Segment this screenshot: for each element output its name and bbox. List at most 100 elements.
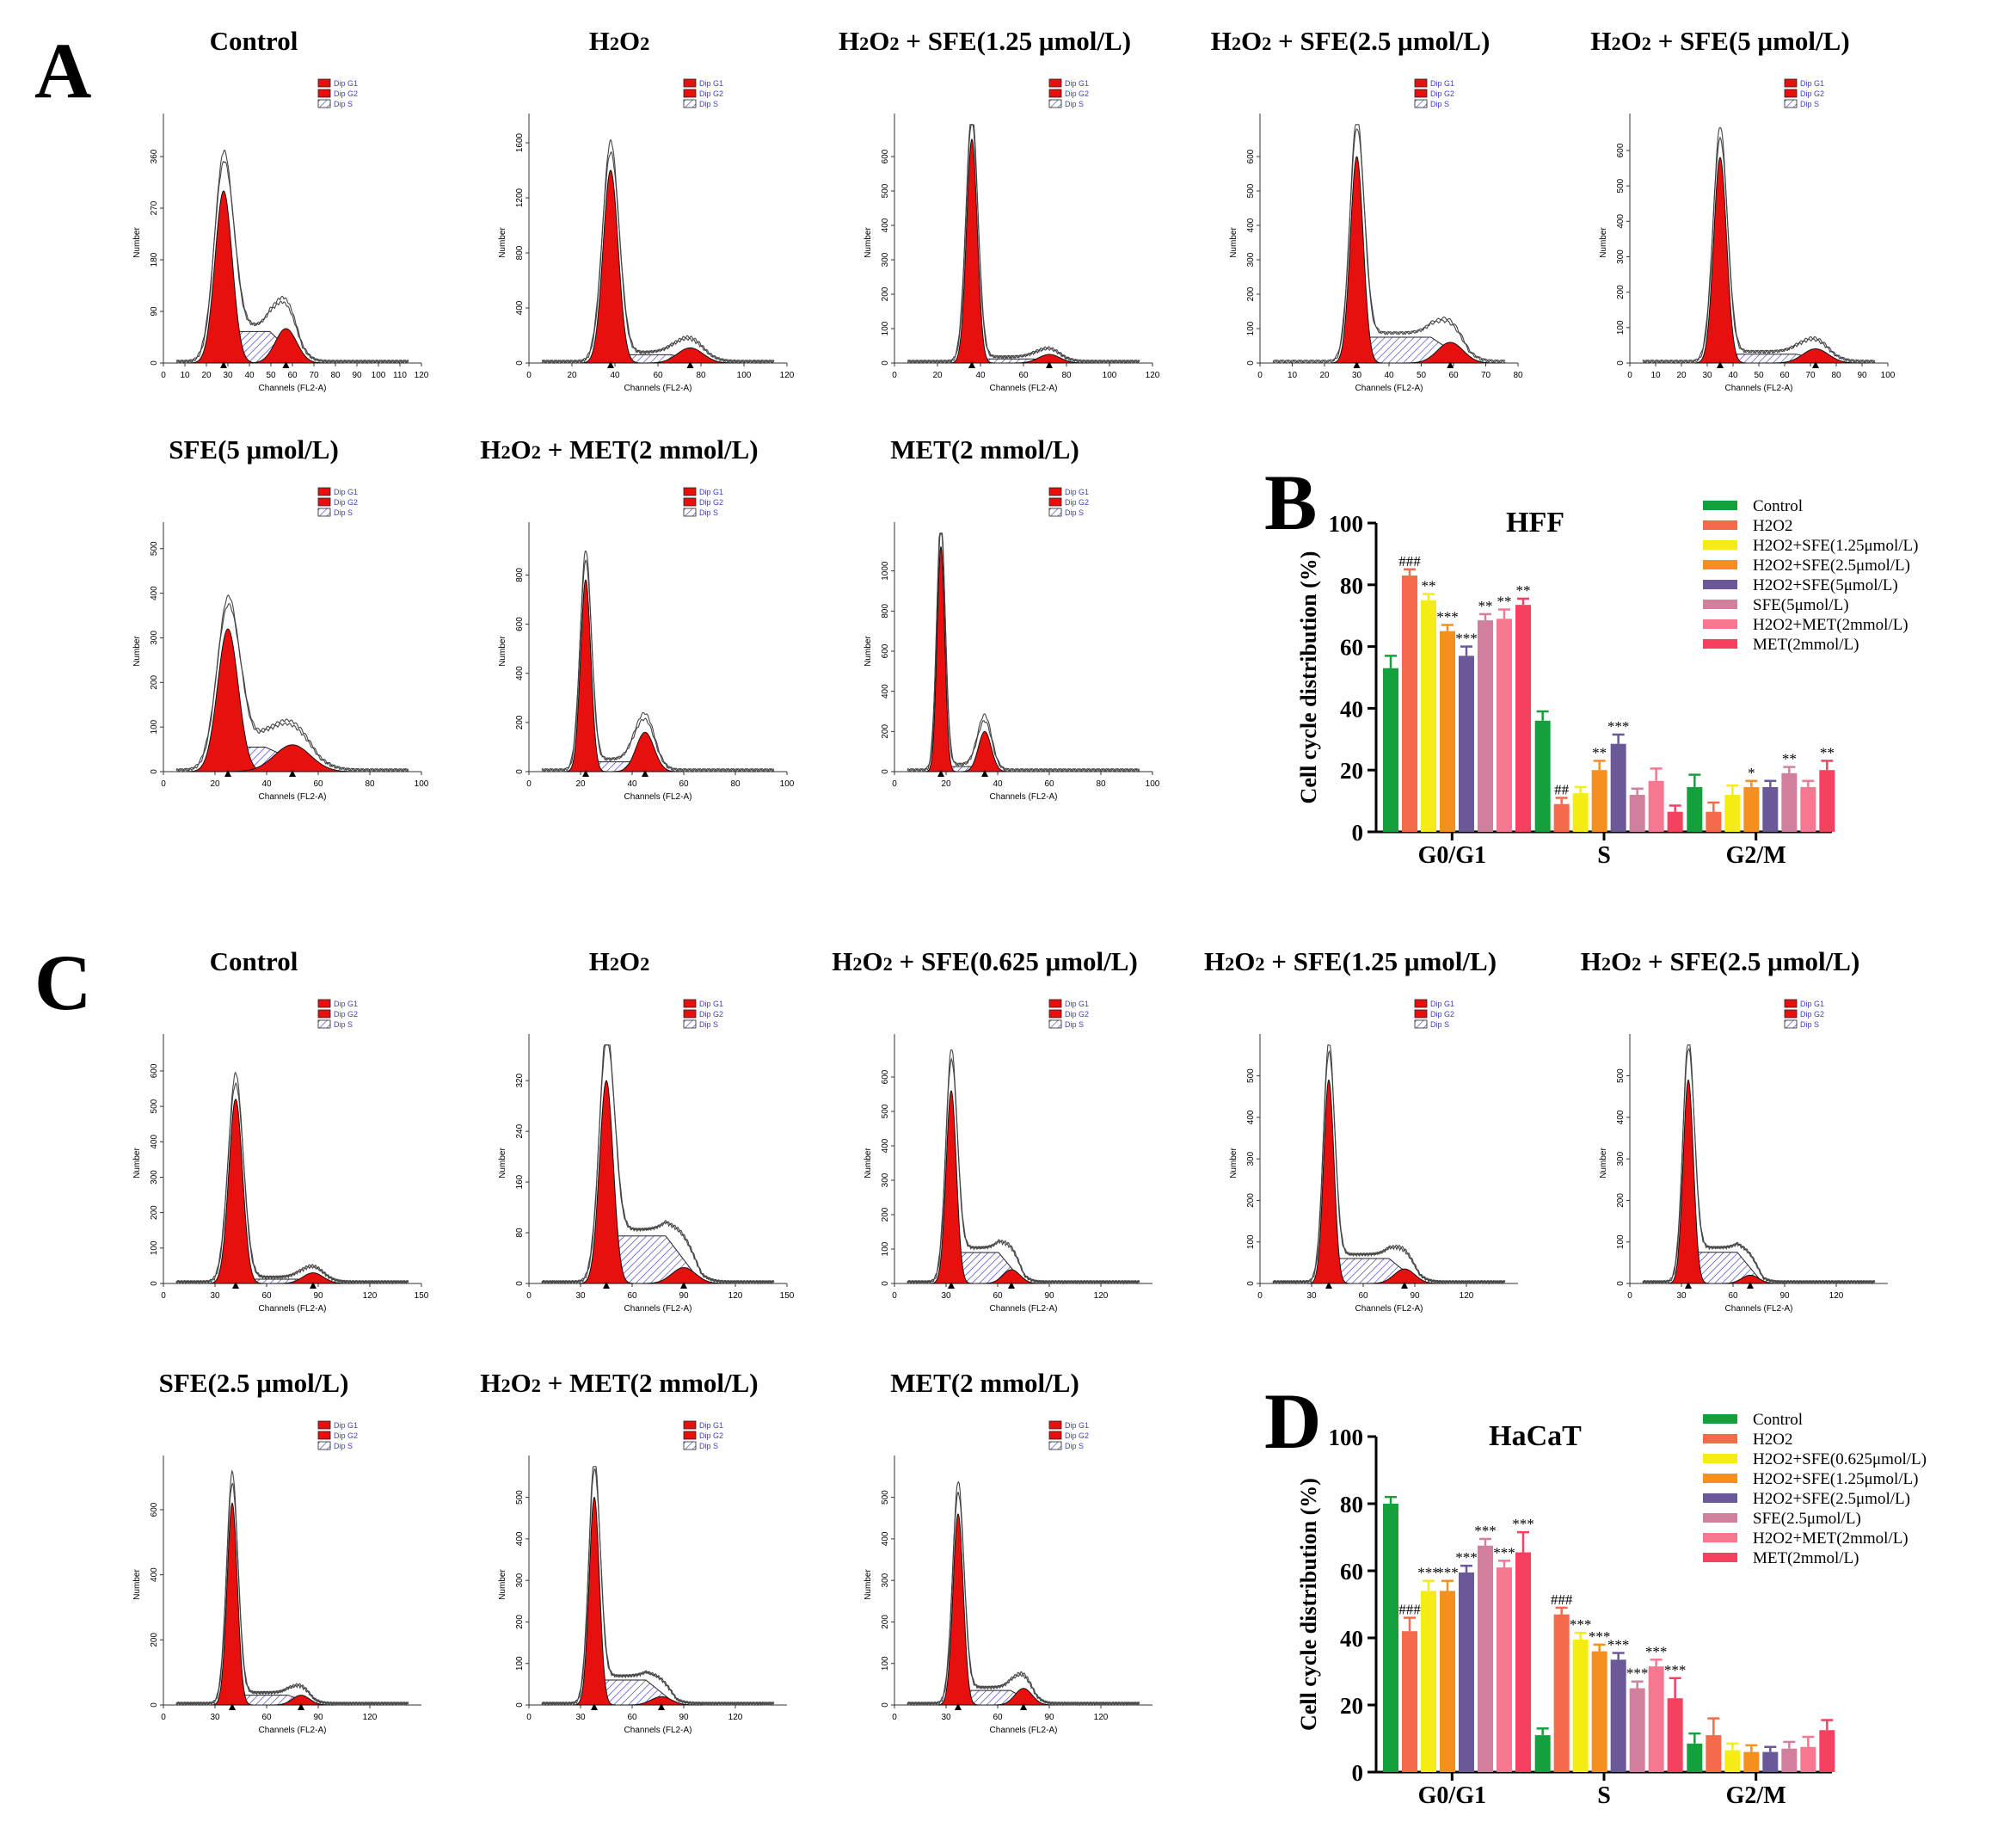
y-tick-label: 300 [881,1173,890,1187]
bar-legend-label: SFE(2.5μmol/L) [1753,1510,1861,1528]
y-tick-label: 0 [1616,1281,1626,1286]
y-tick-label: 80 [515,1228,525,1238]
y-tick-label: 200 [1246,286,1256,301]
bar [1440,631,1455,832]
bar-legend-label: H2O2+SFE(1.25μmol/L) [1753,537,1918,555]
bar-chart-title: HaCaT [1489,1420,1582,1452]
g2-peak [1362,1268,1447,1284]
peak-marker [224,770,231,777]
y-axis-title: Number [864,1148,873,1179]
y-tick-label: 600 [881,1069,890,1084]
x-tick-label: 90 [679,1291,689,1301]
y-tick-label: 200 [1246,1193,1256,1208]
histogram-plot: 0 10 20 30 40 50 60 70 80 0 100 200 300 400 500 600 Chan… [1229,78,1523,393]
legend-swatch-s [683,1019,697,1029]
bar [1383,1504,1398,1772]
y-axis-title: Number [1599,1148,1608,1179]
bar [1687,786,1703,832]
histogram-plot: 0 10 20 30 40 50 60 70 80 90 100 110 120 0 90 180 270 360… [132,78,429,393]
legend-swatch-g2 [683,1009,697,1019]
legend-label-g1: Dip G1 [1800,1000,1824,1008]
legend-swatch-s [1414,1019,1428,1029]
peak-marker [582,770,589,777]
x-tick-label: 70 [1805,371,1816,380]
bar-y-tick-label: 60 [1340,1559,1363,1585]
bar [1402,1631,1417,1772]
y-tick-label: 100 [1246,1234,1256,1249]
y-tick-label: 400 [881,684,890,699]
legend-label-g2: Dip G2 [1800,1010,1824,1019]
x-tick-label: 0 [1257,1291,1263,1301]
x-tick-label: 30 [1676,1291,1687,1301]
bar-legend-swatch [1703,639,1737,649]
g1-peak [578,1080,635,1284]
bar [1534,720,1551,832]
y-tick-label: 300 [1246,1151,1256,1166]
hff-bar-chart-svg: HFF 0 20 40 60 80 100 Cell cycle distribution (… [1296,497,1918,869]
raw-data-line [541,151,775,365]
bar [1819,1730,1835,1772]
histogram-title: H2O2 + SFE(2.5 μmol/L) [1580,946,1860,976]
y-tick-label: 100 [515,1656,525,1671]
legend-swatch-g2 [317,1009,331,1019]
y-tick-label: 600 [515,617,525,631]
x-tick-label: 80 [330,371,341,380]
x-tick-label: 80 [1061,371,1072,380]
significance-mark: *** [1493,1544,1515,1560]
bar-category-label: G0/G1 [1418,842,1486,869]
x-axis-title: Channels (FL2-A) [990,384,1058,393]
g1-peak [580,169,642,364]
x-axis-title: Channels (FL2-A) [1355,384,1423,393]
bar [1534,1735,1551,1772]
flow-histogram: H2O2 + SFE(1.25 μmol/L) 0 20 40 60 80 100 120 0 1… [804,26,1165,422]
legend-label-g1: Dip G1 [699,488,723,496]
y-tick-label: 500 [1246,1068,1256,1083]
x-tick-label: 30 [575,1713,586,1722]
bar-legend-swatch [1703,600,1737,609]
x-tick-label: 80 [365,779,375,789]
y-axis-title: Number [132,1148,142,1179]
bar [1610,1659,1626,1772]
x-tick-label: 60 [1728,1291,1738,1301]
y-tick-label: 100 [150,719,159,734]
y-tick-label: 0 [150,1702,159,1708]
x-axis-title: Channels (FL2-A) [1355,1304,1423,1314]
g1-peak [1331,156,1383,364]
x-tick-label: 40 [627,779,637,789]
flow-histogram: H2O2 + MET(2 mmol/L) 0 30 60 90 120 0 100 200 300… [439,1368,800,1763]
y-tick-label: 600 [881,149,890,163]
y-tick-label: 500 [1616,178,1626,193]
x-tick-label: 0 [526,371,532,380]
x-tick-label: 50 [266,371,276,380]
legend-label-g1: Dip G1 [699,1421,723,1430]
bar-legend-label: H2O2+MET(2mmol/L) [1753,1529,1908,1548]
bar [1800,786,1816,832]
bar-y-tick-label: 0 [1352,1760,1364,1786]
legend-swatch-s [1048,1441,1062,1450]
x-tick-label: 20 [941,779,951,789]
bar [1553,1614,1570,1772]
y-tick-label: 600 [1246,149,1256,163]
x-tick-label: 120 [415,371,429,380]
g1-peak [1693,157,1747,364]
x-tick-label: 60 [627,1713,637,1722]
x-tick-label: 30 [941,1713,951,1722]
y-tick-label: 1000 [881,561,890,581]
legend-swatch-s [683,99,697,108]
y-tick-label: 200 [881,724,890,739]
y-tick-label: 500 [515,1490,525,1505]
histogram-plot: 0 20 40 60 80 100 0 200 400 600 800 Channels (FL2-A… [498,487,795,802]
flow-histogram: SFE(2.5 μmol/L) 0 30 60 90 120 0 200 400 600 Chann… [73,1368,434,1763]
histogram-title: H2O2 + SFE(1.25 μmol/L) [838,26,1132,56]
histogram-title: SFE(5 μmol/L) [169,434,339,465]
y-axis-title: Number [864,1569,873,1600]
y-axis-title: Number [132,227,142,258]
histogram-title: H2O2 + SFE(0.625 μmol/L) [832,946,1138,976]
